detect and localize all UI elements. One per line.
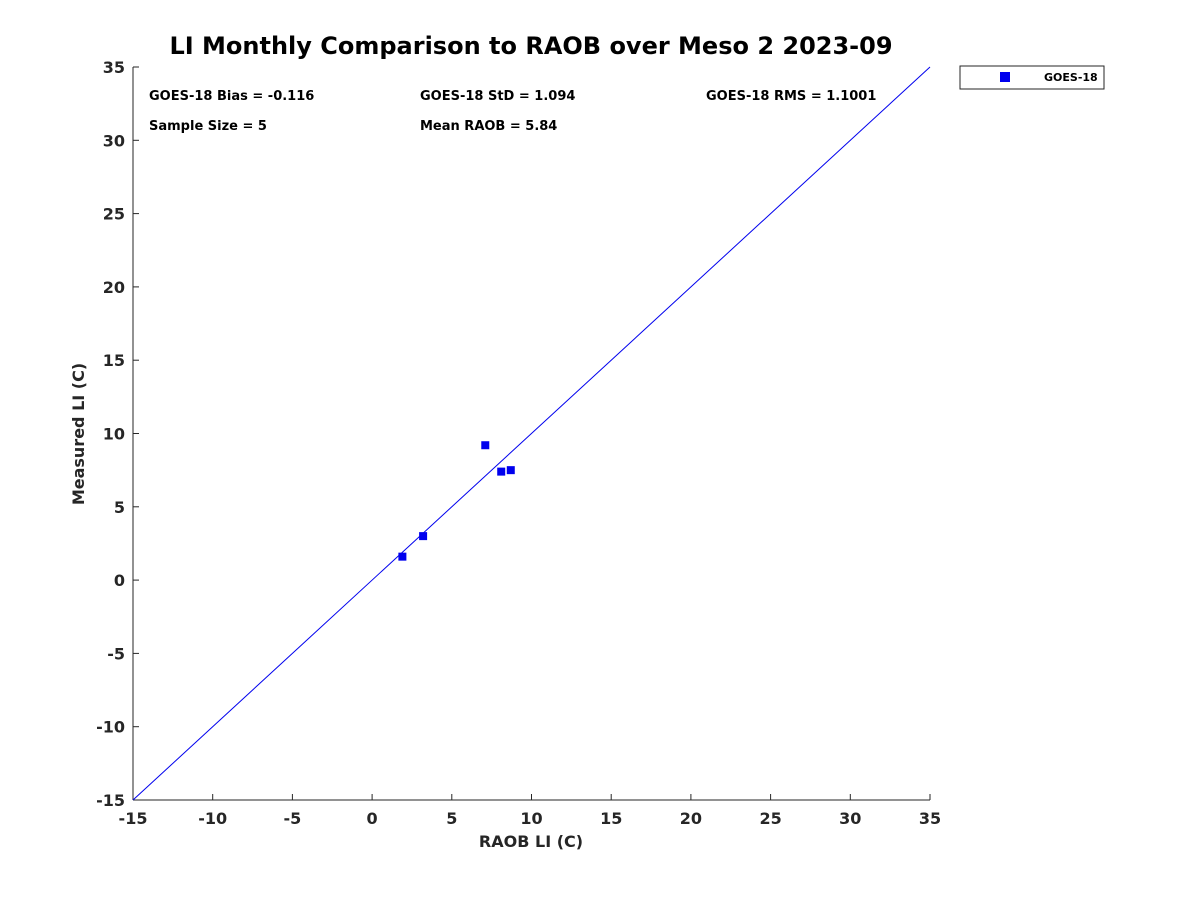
y-tick-label: 35	[103, 58, 125, 77]
y-tick-label: 5	[114, 498, 125, 517]
x-tick-label: 0	[367, 809, 378, 828]
x-tick-label: 35	[919, 809, 941, 828]
data-points	[398, 441, 515, 561]
stat-bias: GOES-18 Bias = -0.116	[149, 89, 314, 104]
legend-marker	[1000, 72, 1010, 82]
y-tick-label: 0	[114, 571, 125, 590]
stat-rms: GOES-18 RMS = 1.1001	[706, 89, 876, 104]
data-point	[398, 552, 407, 561]
chart-title: LI Monthly Comparison to RAOB over Meso …	[169, 32, 892, 60]
data-point	[419, 532, 428, 541]
stat-std: GOES-18 StD = 1.094	[420, 89, 575, 104]
x-tick-label: 20	[680, 809, 702, 828]
data-point	[497, 467, 506, 476]
x-tick-label: -15	[119, 809, 148, 828]
x-tick-label: 15	[600, 809, 622, 828]
x-tick-label: -10	[198, 809, 227, 828]
stat-mean-raob: Mean RAOB = 5.84	[420, 119, 557, 134]
y-tick-label: 25	[103, 205, 125, 224]
one-to-one-line	[132, 66, 931, 801]
legend-label: GOES-18	[1044, 71, 1098, 84]
x-tick-label: -5	[284, 809, 302, 828]
y-tick-label: -15	[96, 791, 125, 810]
x-tick-label: 30	[839, 809, 861, 828]
x-ticks: -15 -10 -5 0 5 10 15 20 25 30 35	[119, 794, 941, 828]
legend-box	[959, 65, 1105, 90]
y-tick-label: 15	[103, 351, 125, 370]
y-tick-label: 30	[103, 131, 125, 150]
data-point	[506, 466, 515, 475]
y-ticks: -15 -10 -5 0 5 10 15 20 25 30 35	[96, 58, 139, 810]
y-tick-label: 20	[103, 278, 125, 297]
x-tick-label: 5	[446, 809, 457, 828]
y-tick-label: -10	[96, 718, 125, 737]
stats-panel: GOES-18 Bias = -0.116 GOES-18 StD = 1.09…	[149, 89, 876, 134]
stat-sample-size: Sample Size = 5	[149, 119, 267, 134]
data-point	[481, 441, 490, 450]
x-tick-label: 10	[520, 809, 542, 828]
x-axis-label: RAOB LI (C)	[479, 832, 583, 851]
x-tick-label: 25	[759, 809, 781, 828]
y-axis-label: Measured LI (C)	[69, 363, 88, 505]
y-tick-label: -5	[107, 644, 125, 663]
legend: GOES-18	[959, 65, 1105, 90]
y-tick-label: 10	[103, 425, 125, 444]
